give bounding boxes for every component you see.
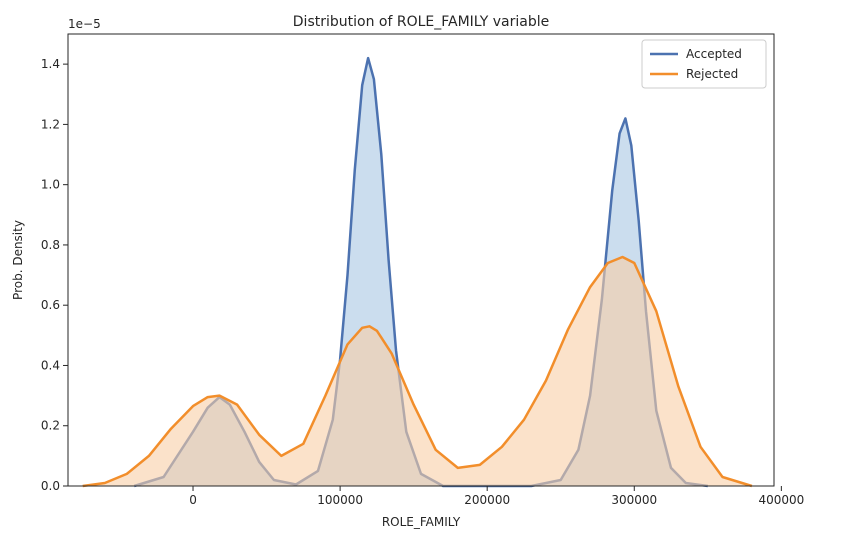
x-tick-label: 0 xyxy=(189,493,197,507)
y-tick-label: 1.0 xyxy=(41,178,60,192)
chart-title: Distribution of ROLE_FAMILY variable xyxy=(293,14,549,30)
y-tick-label: 0.6 xyxy=(41,298,60,312)
y-tick-label: 0.2 xyxy=(41,419,60,433)
y-tick-label: 0.4 xyxy=(41,358,60,372)
x-tick-label: 400000 xyxy=(758,493,804,507)
series-layer xyxy=(82,56,753,488)
x-tick-label: 100000 xyxy=(317,493,363,507)
x-axis: 0 100000 200000 300000 400000 xyxy=(189,486,804,507)
legend-box xyxy=(641,39,767,89)
legend-label-rejected: Rejected xyxy=(686,67,738,81)
y-tick-label: 1.2 xyxy=(41,117,60,131)
y-axis-label: Prob. Density xyxy=(11,220,25,300)
series-line-rejected xyxy=(82,255,753,488)
series-area-rejected xyxy=(82,257,752,486)
y-tick-label: 0.8 xyxy=(41,238,60,252)
x-tick-label: 200000 xyxy=(464,493,510,507)
legend-label-accepted: Accepted xyxy=(686,47,742,61)
y-tick-label: 1.4 xyxy=(41,57,60,71)
y-axis-offset-text: 1e−5 xyxy=(68,17,101,31)
x-axis-label: ROLE_FAMILY xyxy=(382,515,461,529)
legend: Accepted Rejected xyxy=(641,39,767,89)
y-tick-label: 0.0 xyxy=(41,479,60,493)
x-tick-label: 300000 xyxy=(611,493,657,507)
plot-frame xyxy=(67,33,775,487)
y-axis: 0.0 0.2 0.4 0.6 0.8 1.0 1.2 1.4 xyxy=(41,57,68,493)
